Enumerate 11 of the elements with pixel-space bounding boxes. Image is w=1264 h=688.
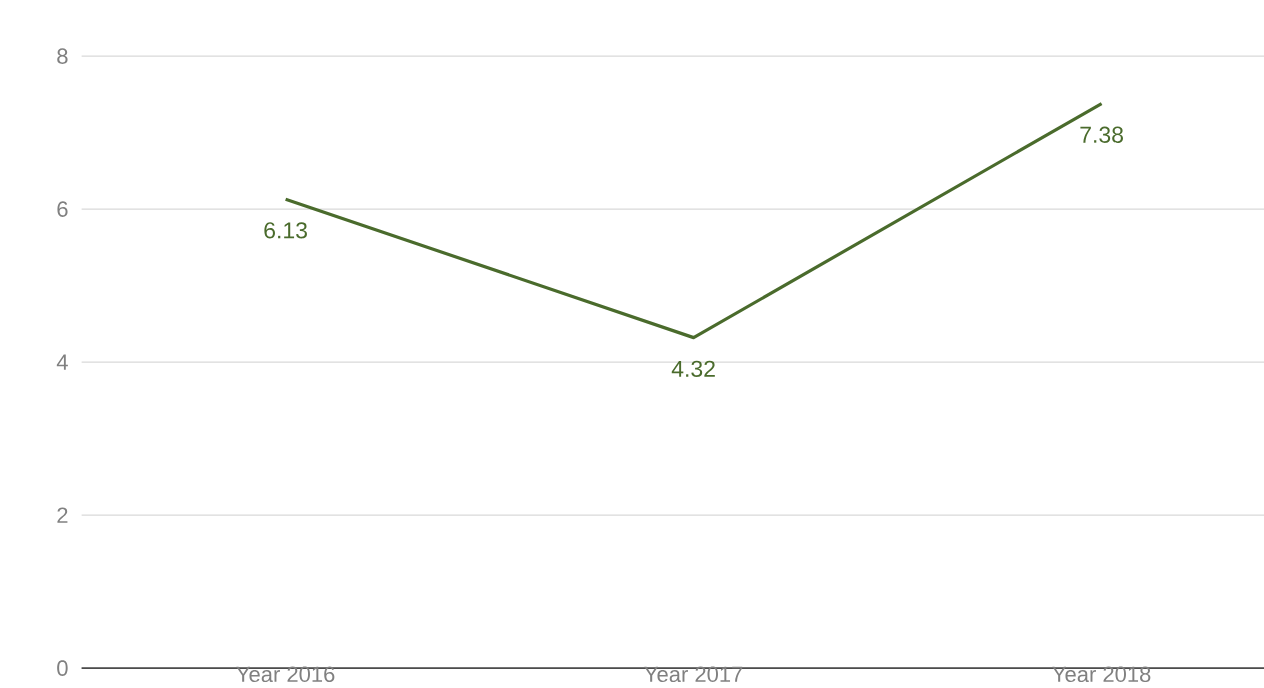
y-tick-label: 2 bbox=[57, 507, 68, 523]
y-tick-label: 8 bbox=[57, 48, 68, 64]
data-label: 6.13 bbox=[264, 222, 307, 239]
x-tick-label: Year 2016 bbox=[236, 666, 335, 683]
y-tick-label: 4 bbox=[56, 354, 68, 370]
y-tick-label: 0 bbox=[57, 660, 68, 676]
data-label: 7.38 bbox=[1080, 126, 1123, 143]
y-tick-label: 6 bbox=[57, 201, 68, 217]
data-label: 4.32 bbox=[671, 360, 715, 377]
x-tick-label: Year 2018 bbox=[1052, 666, 1151, 683]
x-tick-label: Year 2017 bbox=[644, 666, 743, 683]
